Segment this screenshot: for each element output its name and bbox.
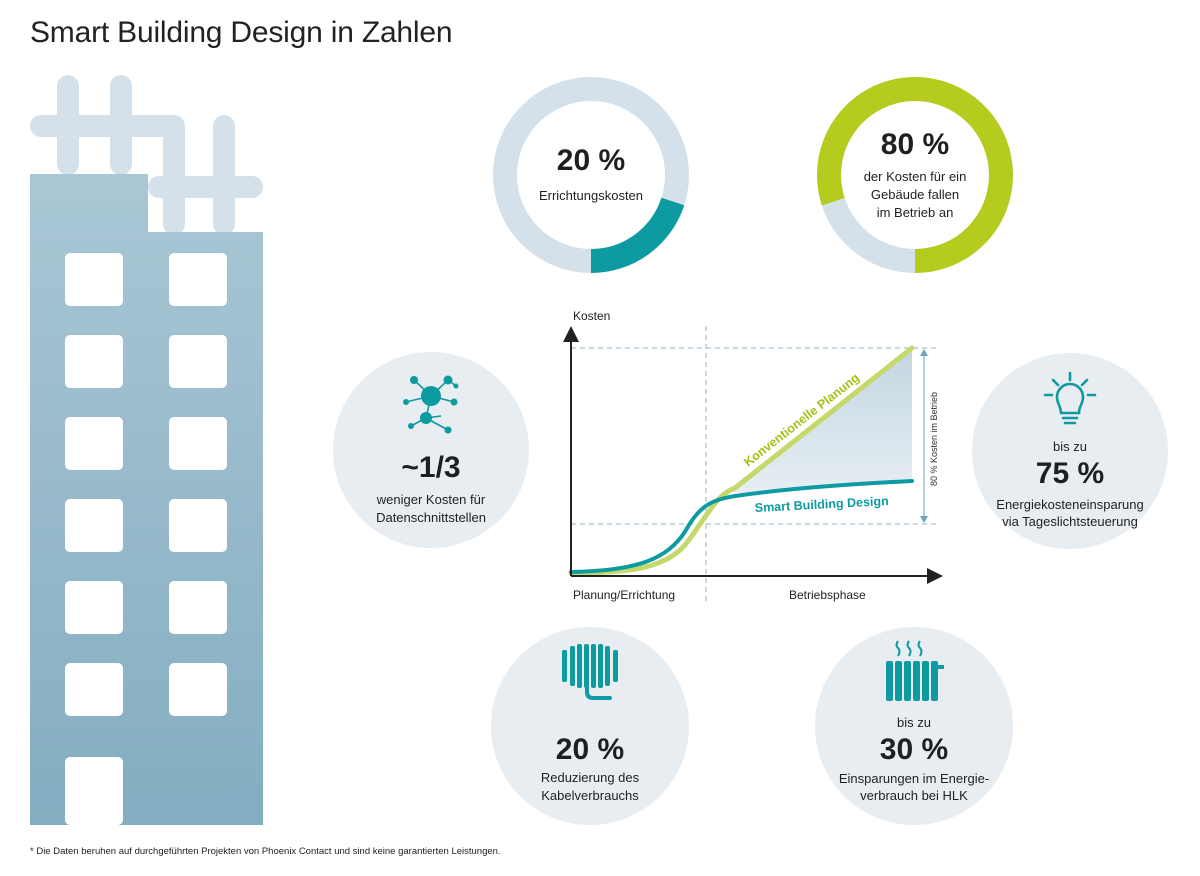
phase-label-planung: Planung/Errichtung — [573, 588, 675, 602]
donut-arc — [493, 77, 689, 273]
network-icon — [403, 375, 459, 434]
hlk-label-1: Einsparungen im Energie- — [838, 770, 990, 786]
betrieb-value: 80 % — [880, 127, 950, 161]
hlk-pre: bis zu — [897, 715, 931, 731]
licht-pre: bis zu — [1053, 439, 1087, 455]
footnote: * Die Daten beruhen auf durchgeführten P… — [30, 846, 501, 857]
betrieb-label-3: im Betrieb an — [876, 204, 954, 220]
series-konventionell — [568, 345, 915, 576]
roof-structure — [30, 75, 263, 235]
phase-label-betrieb: Betriebsphase — [789, 588, 866, 602]
licht-value: 75 % — [1035, 457, 1105, 491]
guide-lines — [571, 326, 938, 605]
building-windows — [65, 253, 227, 825]
y-axis-label: Kosten — [573, 309, 610, 323]
kabel-label-2: Kabelverbrauchs — [541, 787, 639, 803]
hlk-label-2: verbrauch bei HLK — [860, 788, 968, 804]
page-title: Smart Building Design in Zahlen — [30, 16, 453, 49]
stat-datenschnittstellen: ~1/3 weniger Kosten für Datenschnittstel… — [333, 352, 529, 548]
radiator-icon — [886, 640, 944, 702]
daten-label-2: Datenschnittstellen — [376, 509, 486, 525]
errichtung-label: Errichtungskosten — [538, 187, 644, 203]
cost-chart: 80 % Kosten im Betrieb Kosten Planung/Er… — [563, 309, 943, 605]
donut-betrieb-label: 80 % der Kosten für ein Gebäude fallen i… — [815, 75, 1015, 275]
series-smart-building — [569, 479, 914, 574]
licht-label-1: Energiekosteneinsparung — [996, 496, 1144, 512]
annotation-arrow-down — [920, 516, 928, 523]
donut-betrieb — [817, 77, 1013, 273]
kabel-label-1: Reduzierung des — [540, 770, 640, 786]
stat-kabel: 20 % Reduzierung des Kabelverbrauchs — [491, 627, 689, 825]
kabel-value: 20 % — [555, 732, 625, 766]
daten-label-1: weniger Kosten für — [376, 492, 486, 508]
donut-errichtung-label: 20 % Errichtungskosten — [491, 75, 691, 275]
stat-hlk: bis zu 30 % Einsparungen im Energie- ver… — [815, 627, 1013, 825]
series-label-smart: Smart Building Design — [754, 494, 889, 515]
donut-errichtung — [493, 77, 689, 273]
stat-tageslicht: bis zu 75 % Energiekosteneinsparung via … — [972, 353, 1168, 549]
hlk-value: 30 % — [879, 733, 949, 767]
betrieb-label-2: Gebäude fallen — [870, 186, 960, 202]
building-illustration — [30, 75, 263, 825]
cable-reel-icon — [562, 643, 618, 700]
annotation-label: 80 % Kosten im Betrieb — [929, 392, 939, 486]
daten-value: ~1/3 — [401, 450, 461, 484]
annotation-arrow-up — [920, 349, 928, 356]
betrieb-label-1: der Kosten für ein — [863, 169, 967, 185]
light-bulb-icon — [1043, 371, 1097, 425]
errichtung-value: 20 % — [556, 144, 626, 178]
donut-arc — [817, 77, 1013, 273]
licht-label-2: via Tageslichtsteuerung — [1002, 514, 1138, 530]
